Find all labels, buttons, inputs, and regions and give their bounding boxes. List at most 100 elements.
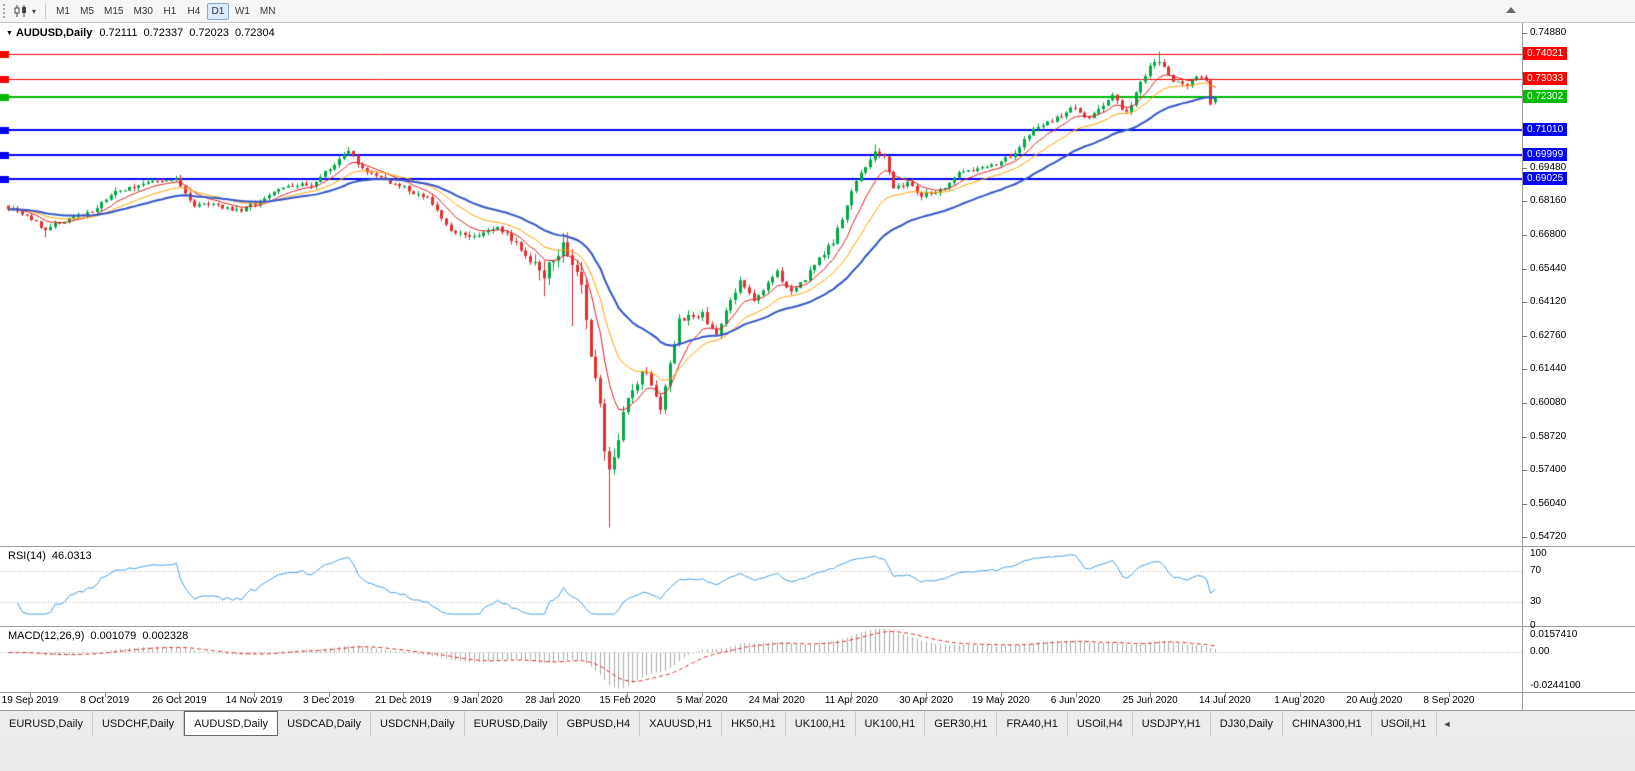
price-scale-label: 0.60080 <box>1530 397 1567 408</box>
date-label: 21 Dec 2019 <box>375 695 432 706</box>
date-tick <box>403 693 404 697</box>
price-line-tag: 0.69999 <box>1523 148 1568 162</box>
chart-tab-usoil-h1[interactable]: USOil,H1 <box>1371 711 1437 736</box>
rsi-indicator-name: RSI(14) <box>8 550 46 562</box>
timeframe-button-h1[interactable]: H1 <box>163 5 177 17</box>
chart-tab-usoil-h4[interactable]: USOil,H4 <box>1067 711 1133 736</box>
date-label: 3 Dec 2019 <box>303 695 355 706</box>
chart-type-dropdown-icon[interactable]: ▾ <box>32 6 37 16</box>
timeframe-button-d1[interactable]: D1 <box>206 2 229 20</box>
date-label: 26 Oct 2019 <box>152 695 207 706</box>
toolbar-grip[interactable] <box>3 4 6 18</box>
date-tick <box>179 693 180 697</box>
date-tick <box>1150 693 1151 697</box>
chart-tab-fra40-h1[interactable]: FRA40,H1 <box>997 711 1068 736</box>
main-rsi-separator[interactable] <box>0 546 1635 547</box>
date-label: 11 Apr 2020 <box>824 695 879 706</box>
price-scale-tick <box>1522 33 1527 34</box>
price-scale-label: 0.66800 <box>1530 229 1567 240</box>
date-tick <box>851 693 852 697</box>
rsi-scale-label: 0 <box>1530 620 1536 631</box>
rsi-scale-label: 70 <box>1530 564 1542 576</box>
toolbar-overflow-icon[interactable] <box>1506 7 1516 13</box>
ohlc-high: 0.72337 <box>143 27 184 39</box>
date-tick <box>1076 693 1077 697</box>
timeframe-button-m15[interactable]: M15 <box>104 5 124 17</box>
macd-indicator-name: MACD(12,26,9) <box>8 630 85 642</box>
date-tick <box>553 693 554 697</box>
price-scale-label: 0.61440 <box>1530 363 1567 374</box>
chart-tab-usdcad-daily[interactable]: USDCAD,Daily <box>278 711 372 736</box>
timeframe-button-h4[interactable]: H4 <box>187 5 201 17</box>
rsi-macd-separator[interactable] <box>0 626 1635 627</box>
price-scale-label: 0.74880 <box>1530 27 1567 38</box>
date-tick <box>478 693 479 697</box>
price-scale-tick <box>1522 369 1527 370</box>
date-tick <box>1449 693 1450 697</box>
ohlc-low: 0.72023 <box>189 27 230 39</box>
price-scale-label: 0.65440 <box>1530 263 1567 274</box>
date-label: 20 Aug 2020 <box>1346 695 1403 706</box>
date-tick <box>254 693 255 697</box>
chart-tab-china300-h1[interactable]: CHINA300,H1 <box>1282 711 1372 736</box>
date-tick <box>1001 693 1002 697</box>
price-scale-label: 0.69480 <box>1530 162 1567 173</box>
macd-main-value: 0.001079 <box>90 630 137 642</box>
chart-symbol-label: AUDUSD,Daily <box>15 27 93 39</box>
chart-canvas[interactable] <box>0 23 1522 693</box>
date-label: 25 Jun 2020 <box>1122 695 1178 706</box>
date-label: 8 Sep 2020 <box>1423 695 1475 706</box>
chart-type-icon[interactable] <box>11 2 31 20</box>
chart-tab-usdjpy-h1[interactable]: USDJPY,H1 <box>1132 711 1211 736</box>
date-tick <box>1374 693 1375 697</box>
toolbar-separator <box>45 3 47 19</box>
chart-tab-xauusd-h1[interactable]: XAUUSD,H1 <box>640 711 723 736</box>
timeframe-button-m30[interactable]: M30 <box>133 5 153 17</box>
price-scale-label: 0.54720 <box>1530 531 1567 542</box>
chart-tab-dj30-daily[interactable]: DJ30,Daily <box>1210 711 1283 736</box>
price-line-tag: 0.69025 <box>1523 172 1568 186</box>
price-scale-label: 0.62760 <box>1530 330 1567 341</box>
price-scale-label: 0.58720 <box>1530 431 1567 442</box>
timeframe-button-m5[interactable]: M5 <box>80 5 94 17</box>
rsi-panel-label: RSI(14) 46.0313 <box>8 550 98 562</box>
date-tick <box>1225 693 1226 697</box>
chart-tab-gbpusd-h4[interactable]: GBPUSD,H4 <box>557 711 641 736</box>
chart-tab-usdcnh-daily[interactable]: USDCNH,Daily <box>371 711 465 736</box>
chart-tab-hk50-h1[interactable]: HK50,H1 <box>722 711 786 736</box>
date-label: 14 Nov 2019 <box>225 695 283 706</box>
date-tick <box>105 693 106 697</box>
timeframe-toolbar: ▾ M1 M5 M15 M30 H1 H4 D1 W1 MN <box>0 0 1635 23</box>
chart-tab-usdchf-daily[interactable]: USDCHF,Daily <box>92 711 185 736</box>
price-scale-tick <box>1522 470 1527 471</box>
chart-tab-eurusd-daily[interactable]: EURUSD,Daily <box>0 711 93 736</box>
date-label: 14 Jul 2020 <box>1199 695 1251 706</box>
chart-tab-audusd-daily[interactable]: AUDUSD,Daily <box>184 711 279 736</box>
chart-tab-uk100-h1[interactable]: UK100,H1 <box>855 711 926 736</box>
price-scale-tick <box>1522 437 1527 438</box>
timeframe-buttons: M1 M5 M15 M30 H1 H4 D1 W1 MN <box>51 2 280 20</box>
date-label: 19 May 2020 <box>971 695 1030 706</box>
macd-axis-separator <box>0 692 1635 693</box>
date-tick <box>702 693 703 697</box>
date-label: 8 Oct 2019 <box>80 695 130 706</box>
price-scale-tick <box>1522 235 1527 236</box>
date-label: 15 Feb 2020 <box>599 695 656 706</box>
tab-scroll-left-button[interactable]: ◄ <box>1442 718 1452 729</box>
rsi-indicator-value: 46.0313 <box>51 550 92 562</box>
chart-tab-eurusd-daily[interactable]: EURUSD,Daily <box>464 711 558 736</box>
price-scale-tick <box>1522 302 1527 303</box>
date-label: 5 Mar 2020 <box>676 695 728 706</box>
chart-tab-ger30-h1[interactable]: GER30,H1 <box>925 711 998 736</box>
price-scale-tick <box>1522 403 1527 404</box>
timeframe-button-mn[interactable]: MN <box>259 5 276 17</box>
date-label: 6 Jun 2020 <box>1050 695 1101 706</box>
timeframe-button-w1[interactable]: W1 <box>234 5 250 17</box>
ohlc-open: 0.72111 <box>99 27 138 39</box>
macd-panel-label: MACD(12,26,9) 0.001079 0.002328 <box>8 630 194 642</box>
chart-context-icon[interactable]: ▼ <box>6 30 13 37</box>
chart-tab-uk100-h1[interactable]: UK100,H1 <box>785 711 856 736</box>
timeframe-button-m1[interactable]: M1 <box>56 5 70 17</box>
date-tick <box>1300 693 1301 697</box>
